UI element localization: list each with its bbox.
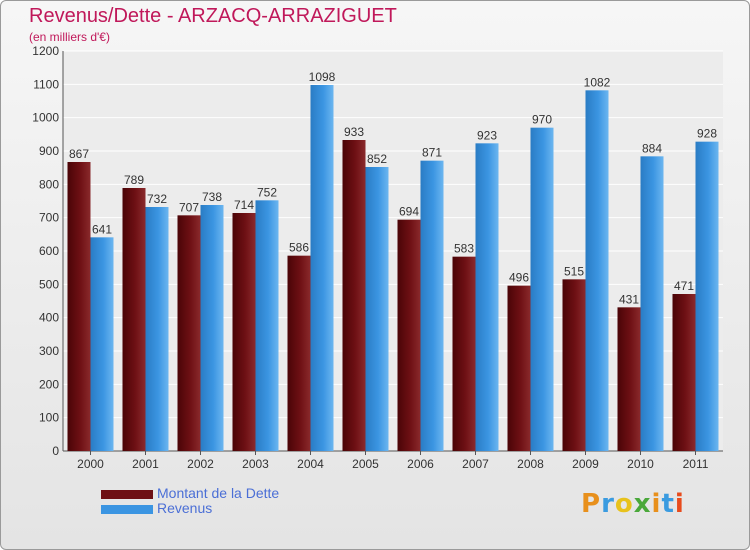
logo-letter: P (581, 489, 602, 519)
bar-revenus (585, 90, 609, 451)
data-label-dette: 515 (564, 264, 584, 278)
x-tick-label: 2005 (352, 457, 379, 471)
bar-dette (122, 188, 146, 451)
bar-dette (342, 140, 366, 451)
bar-dette (617, 307, 641, 451)
x-tick-label: 2006 (407, 457, 434, 471)
logo-letter: x (633, 489, 652, 519)
x-tick-label: 2008 (517, 457, 544, 471)
legend-swatch-revenus (101, 505, 153, 514)
data-label-revenus: 1082 (584, 75, 611, 89)
data-label-revenus: 738 (202, 190, 222, 204)
y-tick-label: 900 (39, 144, 59, 158)
bar-revenus (420, 160, 444, 451)
data-label-revenus: 923 (477, 128, 497, 142)
bar-revenus (475, 143, 499, 452)
bar-revenus (640, 156, 664, 452)
bar-dette (507, 285, 531, 451)
data-label-dette: 496 (509, 271, 529, 285)
data-label-dette: 431 (619, 292, 639, 306)
y-tick-label: 800 (39, 177, 59, 191)
x-tick-label: 2003 (242, 457, 269, 471)
bar-revenus (310, 85, 334, 451)
y-tick-label: 100 (39, 411, 59, 425)
data-label-dette: 586 (289, 241, 309, 255)
y-tick-label: 400 (39, 311, 59, 325)
x-tick-label: 2000 (77, 457, 104, 471)
data-label-dette: 694 (399, 205, 419, 219)
logo-letter: r (601, 489, 615, 519)
data-label-dette: 707 (179, 200, 199, 214)
y-tick-label: 1000 (32, 111, 59, 125)
legend-swatch-dette (101, 490, 153, 499)
x-tick-label: 2011 (683, 457, 709, 471)
y-tick-label: 600 (39, 244, 59, 258)
proxiti-logo: Proxiti (581, 489, 685, 519)
legend-label-dette: Montant de la Dette (157, 485, 280, 501)
x-tick-label: 2004 (297, 457, 324, 471)
y-tick-label: 500 (39, 277, 59, 291)
data-label-revenus: 928 (697, 127, 717, 141)
chart-subtitle: (en milliers d'€) (29, 30, 110, 44)
x-tick-label: 2010 (627, 457, 654, 471)
data-label-dette: 471 (674, 279, 694, 293)
bar-dette (232, 213, 256, 451)
bar-dette (397, 219, 421, 451)
x-tick-label: 2009 (572, 457, 599, 471)
data-label-dette: 583 (454, 242, 474, 256)
data-label-dette: 867 (69, 147, 89, 161)
y-tick-label: 1100 (33, 77, 59, 91)
bar-revenus (200, 205, 224, 451)
logo-letter: t (661, 489, 675, 519)
bar-revenus (255, 200, 279, 451)
bar-revenus (90, 237, 114, 451)
data-label-revenus: 732 (147, 192, 167, 206)
bar-dette (287, 255, 311, 451)
bar-revenus (530, 127, 554, 452)
data-label-dette: 714 (234, 198, 254, 212)
data-label-revenus: 852 (367, 152, 387, 166)
y-tick-label: 200 (39, 377, 59, 391)
x-tick-label: 2007 (462, 457, 489, 471)
x-tick-label: 2002 (187, 457, 214, 471)
data-label-revenus: 1098 (309, 70, 336, 84)
bar-dette (672, 294, 696, 451)
bar-dette (177, 215, 201, 451)
logo-letter: i (674, 489, 685, 519)
data-label-dette: 789 (124, 173, 144, 187)
y-tick-label: 300 (39, 344, 59, 358)
logo-letter: o (614, 489, 634, 519)
logo-letter: i (651, 489, 662, 519)
y-tick-label: 1200 (32, 44, 59, 58)
data-label-dette: 933 (344, 125, 364, 139)
data-label-revenus: 752 (257, 185, 277, 199)
data-label-revenus: 871 (422, 146, 442, 160)
bar-revenus (695, 141, 719, 451)
page-title: Revenus/Dette - ARZACQ-ARRAZIGUET (29, 5, 397, 27)
y-tick-label: 700 (39, 211, 59, 225)
bar-dette (562, 279, 586, 451)
data-label-revenus: 884 (642, 141, 662, 155)
y-tick-label: 0 (52, 444, 59, 458)
bar-dette (67, 162, 91, 451)
bar-revenus (365, 167, 389, 451)
x-tick-label: 2001 (132, 457, 159, 471)
bar-dette (452, 256, 476, 451)
bar-revenus (145, 207, 169, 451)
data-label-revenus: 641 (92, 222, 112, 236)
legend-label-revenus: Revenus (157, 500, 213, 516)
data-label-revenus: 970 (532, 113, 552, 127)
